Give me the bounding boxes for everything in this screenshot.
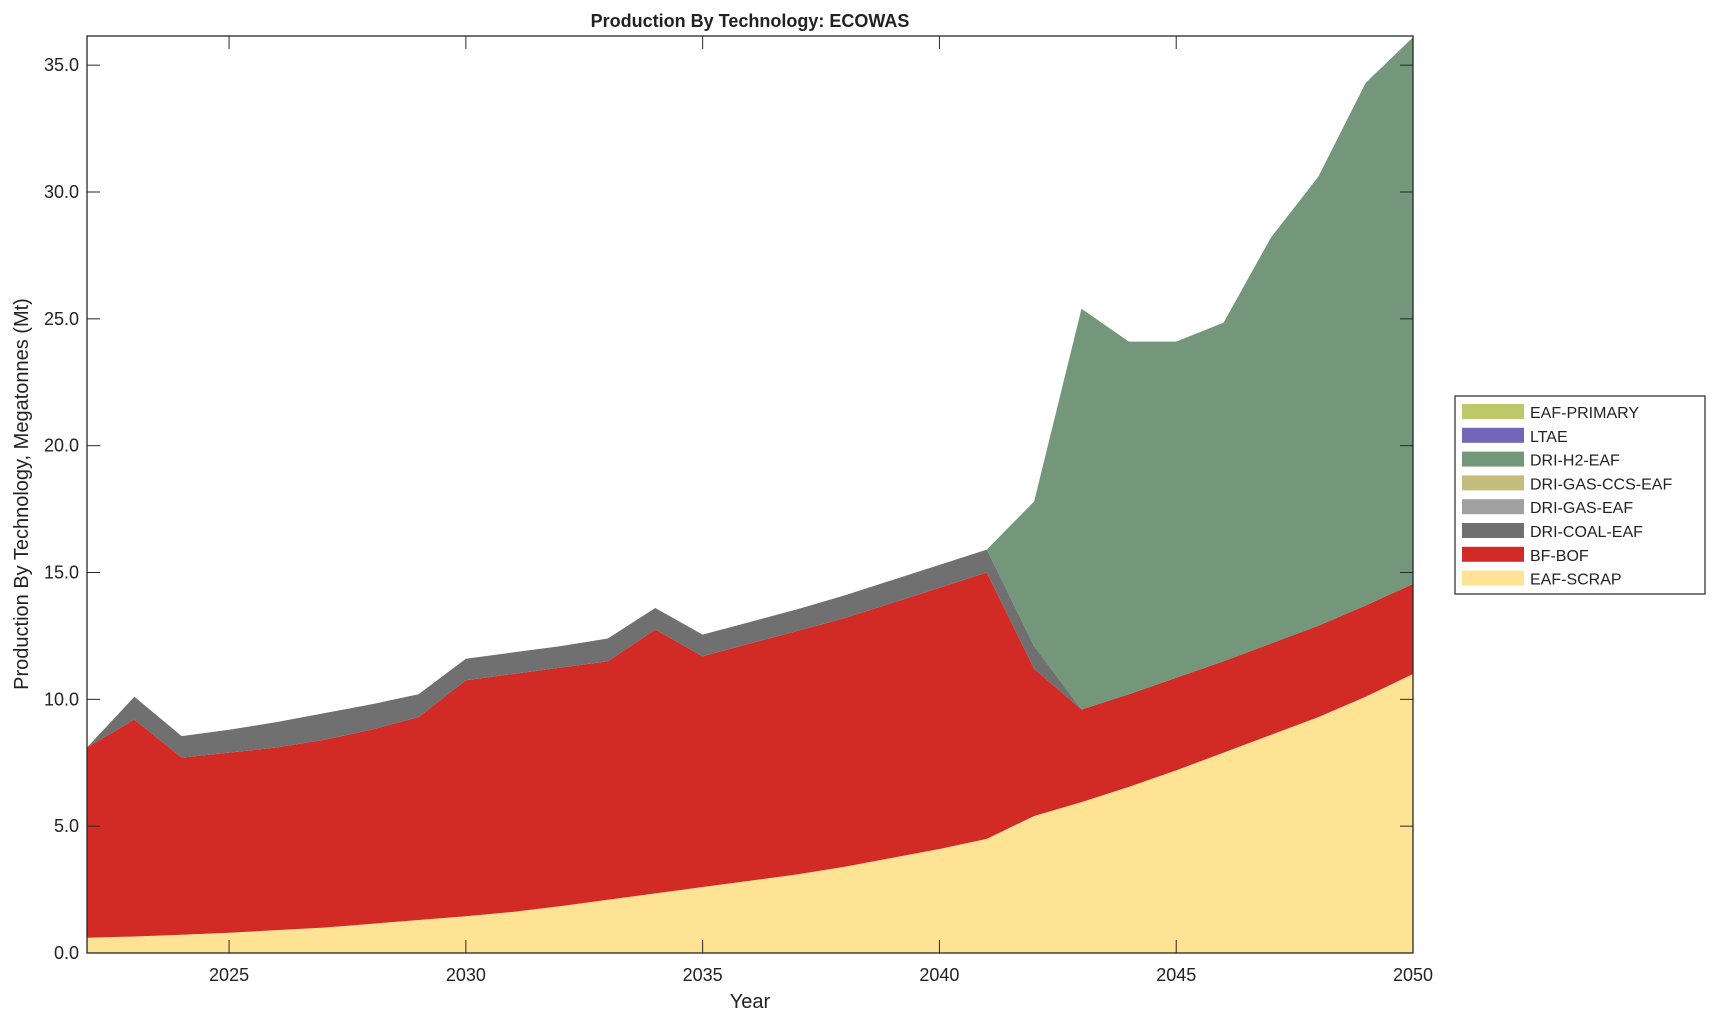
y-axis-label: Production By Technology, Megatonnes (Mt…: [11, 298, 33, 690]
legend-label: BF-BOF: [1530, 548, 1589, 565]
y-tick-label: 20.0: [44, 436, 79, 456]
legend: EAF-PRIMARY LTAE DRI-H2-EAF DRI-GAS-CCS-EAF…: [1454, 395, 1706, 595]
y-tick-label: 15.0: [44, 563, 79, 583]
legend-label: DRI-GAS-EAF: [1530, 500, 1633, 517]
y-tick-label: 35.0: [44, 55, 79, 75]
legend-swatch: [1462, 427, 1524, 443]
legend-label: DRI-GAS-CCS-EAF: [1530, 476, 1672, 493]
legend-swatch: [1462, 546, 1524, 562]
legend-item-ltae: LTAE: [1462, 427, 1568, 446]
x-tick-label: 2030: [446, 965, 486, 985]
y-tick-label: 30.0: [44, 182, 79, 202]
chart-title: Production By Technology: ECOWAS: [591, 11, 910, 31]
x-tick-label: 2035: [683, 965, 723, 985]
axes: 2025 2030 2035 2040 2045 2050 0.0 5.0 10.0 15.0 20…: [44, 35, 1433, 985]
legend-label: EAF-SCRAP: [1530, 572, 1622, 589]
y-tick-label: 25.0: [44, 309, 79, 329]
legend-item-bf-bof: BF-BOF: [1462, 546, 1589, 565]
legend-item-dri-h2-eaf: DRI-H2-EAF: [1462, 451, 1620, 470]
legend-swatch: [1462, 475, 1524, 491]
legend-label: DRI-COAL-EAF: [1530, 524, 1643, 541]
y-tick-label: 0.0: [54, 943, 79, 963]
x-axis-label: Year: [730, 991, 771, 1013]
area-eaf-scrap: [87, 673, 1413, 953]
legend-item-dri-gas-eaf: DRI-GAS-EAF: [1462, 499, 1633, 517]
legend-swatch: [1462, 451, 1524, 467]
legend-item-eaf-scrap: EAF-SCRAP: [1462, 570, 1622, 589]
plot-frame: [86, 35, 1414, 954]
legend-label: DRI-H2-EAF: [1530, 453, 1620, 470]
area-dri-h2-eaf: [87, 37, 1413, 748]
legend-item-eaf-primary: EAF-PRIMARY: [1462, 404, 1639, 422]
area-bf-bof: [87, 572, 1413, 938]
area-layers: [87, 37, 1413, 953]
legend-swatch: [1462, 570, 1524, 586]
legend-item-dri-coal-eaf: DRI-COAL-EAF: [1462, 523, 1643, 541]
y-tick-label: 10.0: [44, 689, 79, 709]
legend-swatch: [1462, 523, 1524, 538]
legend-swatch: [1462, 404, 1524, 419]
x-tick-label: 2025: [209, 965, 249, 985]
y-tick-label: 5.0: [54, 816, 79, 836]
x-tick-label: 2050: [1393, 965, 1433, 985]
legend-swatch: [1462, 499, 1524, 515]
legend-item-dri-gas-ccs-eaf: DRI-GAS-CCS-EAF: [1462, 475, 1672, 493]
x-tick-label: 2040: [919, 965, 959, 985]
legend-label: EAF-PRIMARY: [1530, 405, 1639, 422]
legend-label: LTAE: [1530, 429, 1568, 446]
x-tick-label: 2045: [1156, 965, 1196, 985]
area-dri-coal-eaf: [87, 549, 1413, 758]
